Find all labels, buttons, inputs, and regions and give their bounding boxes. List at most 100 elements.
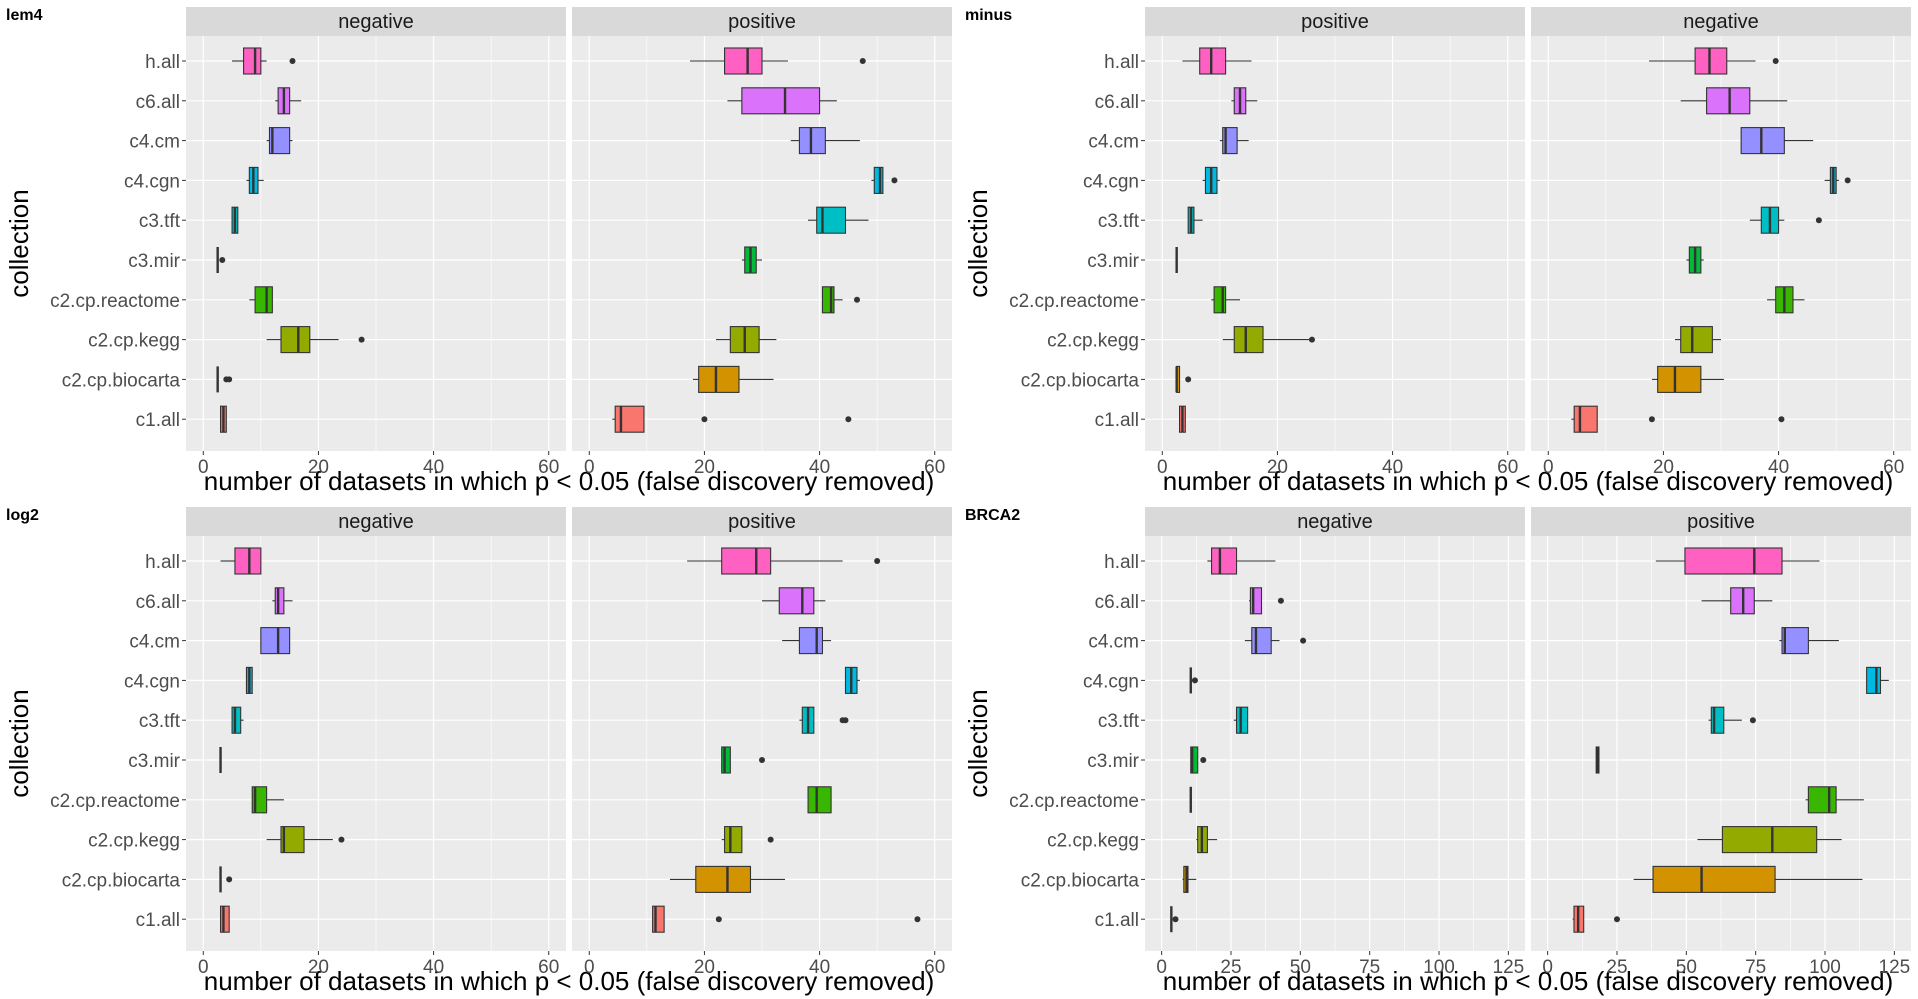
box-positive-c6-all [1231, 87, 1258, 115]
facet-strip-positive [572, 7, 952, 36]
y-tick-label-c2-cp-reactome: c2.cp.reactome [50, 791, 180, 812]
y-axis-title: collection [963, 189, 993, 297]
facet-label-positive: positive [1687, 511, 1755, 533]
facet-strip-negative [1145, 507, 1525, 536]
y-tick-label-c3-tft: c3.tft [139, 211, 181, 232]
box-negative-c1-all [219, 405, 227, 433]
outlier-point [891, 177, 898, 184]
box-body [1233, 326, 1264, 354]
facet-strip-negative [186, 7, 566, 36]
box-body [1866, 666, 1882, 694]
y-axis-title: collection [963, 689, 993, 797]
box-body [1190, 746, 1199, 774]
y-tick-label-c6-all: c6.all [1095, 592, 1139, 613]
box-positive-c3-tft [799, 706, 849, 734]
box-positive-c1-all [652, 905, 921, 933]
outlier-point [1308, 336, 1315, 343]
outlier-point [338, 836, 345, 843]
box-positive-c6-all [1701, 587, 1773, 615]
box-body [219, 905, 230, 933]
y-tick-label-c2-cp-kegg: c2.cp.kegg [1047, 331, 1139, 352]
facet-label-negative: negative [1297, 511, 1373, 533]
x-tick-label-20: 20 [694, 457, 715, 478]
box-body [1657, 365, 1702, 393]
facet-strip-negative [1531, 7, 1911, 36]
outlier-point [845, 416, 852, 423]
box-negative-c3-mir [216, 247, 226, 273]
box-body [1721, 826, 1818, 854]
box-negative-c3-tft [231, 706, 244, 734]
outlier-point [1648, 416, 1655, 423]
outlier-point [715, 916, 722, 923]
box-body [721, 547, 772, 575]
x-tick-label-0: 0 [198, 957, 209, 978]
box-negative-h-all [1207, 547, 1276, 575]
x-tick-label-40: 40 [423, 957, 444, 978]
outlier-point [1300, 637, 1307, 644]
box-negative-c3-tft [1233, 706, 1249, 734]
box-body [1213, 286, 1227, 314]
x-tick-label-20: 20 [694, 957, 715, 978]
box-body [1199, 47, 1227, 75]
outlier-point [1277, 597, 1284, 604]
box-negative-c4-cm [1740, 127, 1814, 155]
x-tick-label-20: 20 [1267, 457, 1288, 478]
box-positive-c3-tft [1187, 206, 1203, 234]
y-tick-label-h-all: h.all [1104, 52, 1139, 73]
chart-quadrant-lem4: lem4 collection h.all c6.all c4.cm c4.cgn c3.t… [4, 7, 952, 496]
outlier-point [1772, 58, 1779, 64]
y-tick-label-c2-cp-kegg: c2.cp.kegg [1047, 831, 1139, 852]
box-negative-h-all [220, 547, 262, 575]
chart-tag-log2: log2 [6, 507, 39, 524]
y-tick-label-c4-cm: c4.cm [1088, 632, 1139, 653]
box-positive-c4-cm [1779, 627, 1839, 655]
facet-label-negative: negative [1683, 11, 1759, 33]
y-tick-label-c4-cgn: c4.cgn [124, 671, 180, 692]
outlier-point [1613, 916, 1620, 923]
y-tick-label-c6-all: c6.all [1095, 92, 1139, 113]
box-body [1680, 326, 1713, 354]
box-body [1694, 47, 1728, 75]
outlier-point [226, 876, 233, 883]
outlier-point [1200, 757, 1207, 763]
y-tick-label-c3-tft: c3.tft [1098, 711, 1140, 732]
box-body [778, 587, 815, 615]
box-body [1249, 587, 1263, 615]
chart-quadrant-log2: log2 collection h.all c6.all c4.cm c4.cgn c3.t… [4, 507, 952, 996]
x-tick-label-20: 20 [1653, 457, 1674, 478]
box-body [1235, 706, 1249, 734]
box-positive-c2-cp-reactome [821, 286, 860, 314]
outlier-point [219, 257, 226, 263]
chart-quadrant-minus: minus collection h.all c6.all c4.cm c4.cgn c3.… [963, 7, 1911, 496]
box-negative-c3-tft [231, 206, 239, 234]
box-positive-c2-cp-reactome [1211, 286, 1240, 314]
x-tick-label-50: 50 [1676, 957, 1697, 978]
outlier-point [1191, 677, 1198, 684]
y-tick-label-c3-mir: c3.mir [1087, 751, 1139, 772]
x-tick-label-40: 40 [423, 457, 444, 478]
y-tick-label-c1-all: c1.all [136, 410, 180, 431]
box-negative-c2-cp-kegg [266, 826, 345, 854]
outlier-point [289, 58, 296, 64]
y-tick-label-c2-cp-reactome: c2.cp.reactome [1009, 791, 1139, 812]
box-negative-c4-cgn [1824, 166, 1851, 194]
box-positive-c6-all [727, 87, 837, 115]
y-tick-label-c4-cm: c4.cm [129, 632, 180, 653]
y-tick-label-h-all: h.all [145, 52, 180, 73]
box-negative-c4-cm [260, 627, 291, 655]
x-axis-title: number of datasets in which p < 0.05 (fa… [1163, 466, 1894, 496]
outlier-point [874, 558, 881, 564]
y-tick-label-c2-cp-kegg: c2.cp.kegg [88, 331, 180, 352]
x-tick-label-60: 60 [538, 957, 559, 978]
outlier-point [854, 296, 860, 303]
x-tick-label-60: 60 [1883, 457, 1904, 478]
box-body [821, 286, 835, 314]
box-body [698, 365, 740, 393]
x-tick-label-75: 75 [1359, 957, 1380, 978]
x-tick-label-0: 0 [584, 957, 595, 978]
y-tick-label-c2-cp-biocarta: c2.cp.biocarta [62, 870, 181, 891]
box-body [807, 786, 832, 814]
y-tick-label-c3-mir: c3.mir [128, 251, 180, 272]
x-tick-label-125: 125 [1879, 957, 1911, 978]
box-negative-c2-cp-reactome [249, 286, 273, 314]
